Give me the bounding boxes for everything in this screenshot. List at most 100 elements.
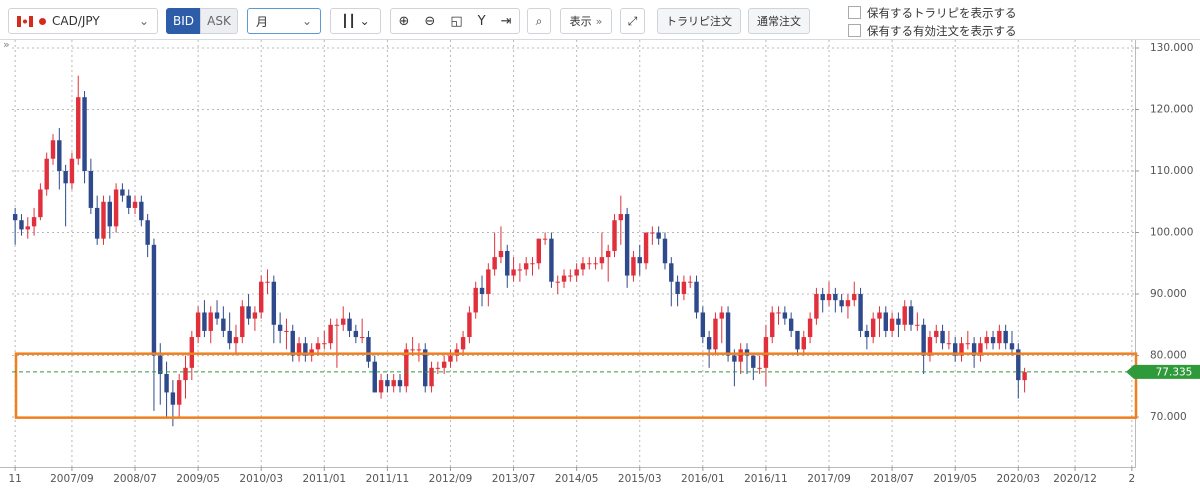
candle-body — [176, 380, 182, 405]
candle-body — [940, 330, 945, 344]
checkbox-label: 保有するトラリピを表示する — [867, 6, 1017, 20]
candle-body — [1009, 343, 1015, 350]
normal-order-button[interactable]: 通常注文 — [748, 8, 810, 34]
collapse-toggle[interactable]: » — [3, 38, 10, 51]
candle-body — [240, 306, 245, 338]
candle-body — [50, 140, 56, 159]
last-price-tag — [1126, 364, 1200, 379]
pair-select[interactable]: CAD/JPY ⌄ — [8, 8, 158, 34]
display-button[interactable]: 表示» — [560, 8, 612, 34]
candle-body — [328, 324, 333, 344]
candle-body — [542, 238, 548, 240]
candle-body — [63, 171, 68, 184]
candle-body — [170, 392, 176, 405]
candle-body — [757, 367, 762, 369]
chart-type-select[interactable]: ┃┃ ⌄ — [330, 8, 381, 34]
x-tick-label: 2015/03 — [618, 473, 662, 485]
chevron: ⌄ — [301, 14, 312, 28]
candle-body — [221, 318, 226, 331]
candle-body — [101, 201, 106, 239]
candle-body — [158, 355, 163, 374]
candle-body — [700, 312, 706, 338]
candle-body — [852, 294, 857, 301]
candle-body — [284, 330, 289, 332]
x-tick-label: 2018/07 — [870, 473, 914, 485]
candle-body — [69, 158, 75, 184]
candle-body — [681, 281, 687, 295]
candle-body — [870, 318, 876, 338]
candle-body — [568, 275, 573, 277]
candle-body — [921, 324, 926, 356]
dot — [39, 17, 46, 25]
scroll-end[interactable]: ⇥ — [500, 13, 512, 29]
candle-body — [246, 306, 251, 319]
y-tick-label: 120.000 — [1150, 104, 1193, 116]
candle-body — [801, 337, 806, 350]
period-select[interactable]: 月 ⌄ — [247, 8, 321, 34]
candle-body — [675, 281, 680, 295]
candle-body — [233, 337, 239, 344]
candle-body — [208, 312, 213, 331]
candle-body — [397, 380, 403, 387]
highlight-box — [14, 352, 1138, 419]
x-tick-label: 11 — [8, 473, 21, 485]
candle-body — [511, 269, 516, 276]
candle-body — [31, 217, 37, 227]
candle-body — [845, 300, 851, 307]
candle-body — [429, 367, 434, 387]
candle-body — [498, 250, 504, 258]
candle-body — [120, 189, 125, 196]
expand-button[interactable]: ⤢ — [620, 8, 645, 34]
candle-body — [751, 355, 756, 368]
candle-body — [915, 324, 920, 326]
y-tick-label: 100.000 — [1150, 227, 1193, 239]
candle-body — [57, 140, 62, 172]
y-tick-label: 90.000 — [1150, 288, 1187, 300]
candle-body — [643, 232, 649, 264]
zoom-out[interactable]: ⊖ — [424, 13, 436, 29]
candle-body — [997, 330, 1002, 344]
candle-body — [202, 312, 207, 331]
candle-body — [473, 287, 478, 313]
trarep-order-button[interactable]: トラリピ注文 — [657, 8, 741, 34]
candle-body — [631, 257, 636, 276]
candle-body — [303, 343, 308, 356]
candle-body — [612, 220, 617, 251]
candle-body — [391, 380, 396, 387]
candle-body — [561, 275, 567, 282]
ask-button[interactable]: ASK — [200, 8, 238, 34]
indicator-button[interactable]: ⌕ — [527, 8, 551, 34]
candle-body — [883, 312, 889, 331]
candle-body — [713, 318, 718, 350]
checkbox[interactable] — [848, 24, 861, 37]
x-tick-label: 2012/09 — [429, 473, 473, 485]
candle-body — [549, 238, 554, 282]
chevron: ⌄ — [138, 14, 149, 28]
candle-body — [132, 201, 138, 208]
candle-body — [460, 337, 466, 350]
candle-body — [908, 306, 914, 325]
candle-body — [151, 244, 157, 356]
candle-body — [1022, 372, 1027, 381]
candle-body — [479, 287, 485, 295]
candle-body — [448, 355, 453, 362]
candle-body — [296, 343, 302, 356]
zoom-in[interactable]: ⊕ — [398, 13, 410, 29]
candle-body — [624, 214, 630, 276]
y-tick-label: 70.000 — [1150, 411, 1187, 423]
checkbox[interactable] — [848, 6, 861, 19]
candle-body — [536, 238, 542, 264]
candle-body — [833, 294, 838, 301]
last-price-label: 77.335 — [1156, 366, 1193, 378]
candle-body — [252, 312, 258, 319]
candle-body — [38, 189, 43, 218]
candle-body — [290, 330, 295, 356]
candle-body — [76, 97, 81, 159]
candle-body — [88, 171, 94, 208]
y-lock[interactable]: Y — [477, 13, 486, 29]
fit[interactable]: ◱ — [450, 13, 463, 29]
candle-body — [347, 318, 352, 331]
candle-body — [467, 312, 472, 338]
candle-body — [366, 337, 371, 362]
candle-body — [359, 337, 365, 339]
